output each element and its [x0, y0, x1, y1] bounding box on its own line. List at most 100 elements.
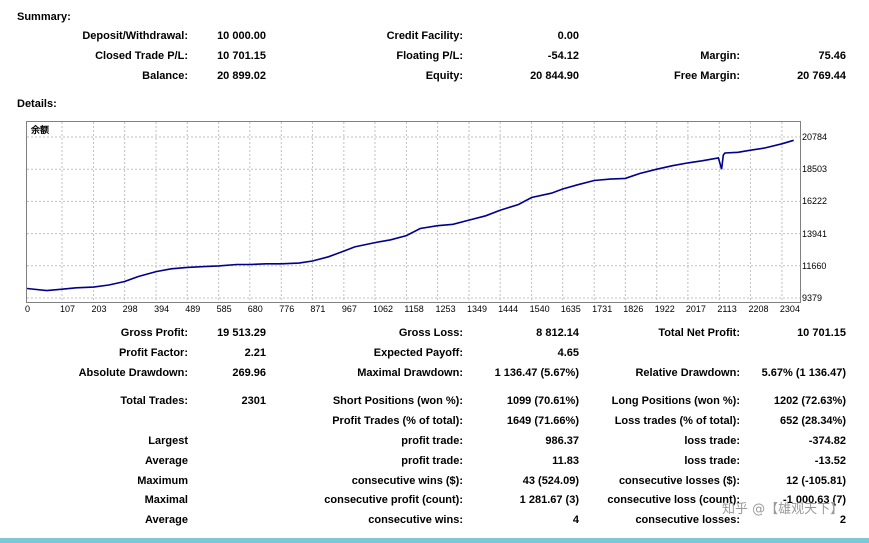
- balance-chart-svg: 余额: [27, 122, 800, 302]
- profit-factor-label: Profit Factor:: [118, 347, 188, 359]
- y-tick-label: 20784: [802, 132, 828, 142]
- average-consecutive-losses-label: consecutive losses:: [635, 514, 740, 526]
- average-loss-trade-label: loss trade:: [684, 455, 740, 467]
- max-consecutive-wins-value: 43 (524.09): [522, 475, 579, 487]
- total-net-profit-value: 10 701.15: [797, 327, 846, 339]
- gross-loss-label: Gross Loss:: [398, 327, 463, 339]
- x-tick-label: 1253: [435, 304, 456, 314]
- profit-trades-value: 1649 (71.66%): [506, 415, 579, 427]
- deposit-withdrawal-label: Deposit/Withdrawal:: [82, 30, 188, 42]
- bottom-border: [0, 538, 869, 543]
- maximum-label: Maximum: [137, 475, 188, 487]
- balance-chart: 余额: [26, 121, 801, 303]
- free-margin-label: Free Margin:: [673, 70, 740, 82]
- x-tick-label: 203: [91, 304, 107, 314]
- short-positions-value: 1099 (70.61%): [506, 395, 579, 407]
- average-profit-trade-label: profit trade:: [401, 455, 463, 467]
- average-consecutive-wins-value: 4: [572, 514, 579, 526]
- y-tick-label: 11660: [802, 260, 827, 271]
- maximal-consecutive-profit-value: 1 281.67 (3): [519, 494, 579, 506]
- closed-trade-pl-value: 10 701.15: [217, 50, 266, 62]
- loss-trades-label: Loss trades (% of total):: [614, 415, 740, 427]
- maximal-consecutive-profit-label: consecutive profit (count):: [324, 494, 463, 506]
- long-positions-label: Long Positions (won %):: [611, 395, 740, 407]
- average-loss-trade-value: -13.52: [814, 455, 846, 467]
- profit-factor-value: 2.21: [244, 347, 266, 359]
- average-consecutive-label: Average: [144, 514, 188, 526]
- max-consecutive-losses-label: consecutive losses ($):: [618, 475, 740, 487]
- credit-facility-label: Credit Facility:: [386, 30, 463, 42]
- floating-pl-value: -54.12: [547, 50, 579, 62]
- x-tick-label: 1826: [623, 304, 644, 314]
- x-tick-label: 298: [122, 304, 138, 314]
- x-tick-label: 2304: [779, 304, 800, 314]
- y-tick-label: 16222: [802, 196, 828, 207]
- largest-label: Largest: [148, 435, 188, 447]
- relative-drawdown-label: Relative Drawdown:: [635, 367, 740, 379]
- x-tick-label: 2113: [717, 304, 737, 314]
- x-tick-label: 585: [216, 304, 232, 314]
- maximal-consecutive-loss-value: -1 000.63 (7): [783, 494, 846, 506]
- maximal-consecutive-loss-label: consecutive loss (count):: [607, 494, 740, 506]
- x-tick-label: 1349: [467, 304, 488, 314]
- y-tick-label: 18503: [802, 164, 828, 175]
- x-tick-label: 107: [60, 304, 76, 314]
- short-positions-label: Short Positions (won %):: [332, 395, 463, 407]
- x-tick-label: 1540: [529, 304, 550, 314]
- deposit-withdrawal-value: 10 000.00: [217, 30, 266, 42]
- max-consecutive-wins-label: consecutive wins ($):: [351, 475, 463, 487]
- y-tick-label: 13941: [802, 228, 828, 239]
- gross-profit-label: Gross Profit:: [120, 327, 188, 339]
- largest-profit-trade-label: profit trade:: [401, 435, 463, 447]
- x-tick-label: 680: [247, 304, 263, 314]
- expected-payoff-value: 4.65: [557, 347, 579, 359]
- x-tick-label: 394: [154, 304, 170, 314]
- x-tick-label: 871: [310, 304, 326, 314]
- balance-series-line: [27, 139, 794, 292]
- expected-payoff-label: Expected Payoff:: [373, 347, 463, 359]
- absolute-drawdown-label: Absolute Drawdown:: [78, 367, 188, 379]
- margin-value: 75.46: [818, 50, 846, 62]
- x-tick-label: 2208: [748, 304, 769, 314]
- y-tick-label: 9379: [802, 293, 823, 303]
- x-tick-label: 1635: [560, 304, 581, 314]
- gross-profit-value: 19 513.29: [217, 327, 266, 339]
- average-label: Average: [144, 455, 188, 467]
- largest-loss-trade-label: loss trade:: [684, 435, 740, 447]
- summary-heading: Summary:: [17, 11, 71, 23]
- x-tick-label: 1444: [498, 304, 519, 314]
- x-tick-label: 1062: [372, 304, 393, 314]
- largest-loss-trade-value: -374.82: [808, 435, 846, 447]
- average-consecutive-losses-value: 2: [839, 514, 846, 526]
- x-tick-label: 489: [185, 304, 201, 314]
- equity-label: Equity:: [425, 70, 463, 82]
- maximal-drawdown-label: Maximal Drawdown:: [357, 367, 463, 379]
- total-trades-label: Total Trades:: [120, 395, 188, 407]
- x-tick-label: 2017: [685, 304, 706, 314]
- free-margin-value: 20 769.44: [797, 70, 846, 82]
- margin-label: Margin:: [700, 50, 740, 62]
- floating-pl-label: Floating P/L:: [396, 50, 463, 62]
- details-heading: Details:: [17, 98, 57, 110]
- largest-profit-trade-value: 986.37: [545, 435, 579, 447]
- gross-loss-value: 8 812.14: [536, 327, 579, 339]
- absolute-drawdown-value: 269.96: [232, 367, 266, 379]
- maximal-drawdown-value: 1 136.47 (5.67%): [494, 367, 579, 379]
- watermark: 知乎 @【雄观天下】: [722, 502, 844, 517]
- x-tick-label: 0: [25, 304, 31, 314]
- x-tick-label: 776: [279, 304, 295, 314]
- balance-label: Balance:: [142, 70, 188, 82]
- chart-title: 余额: [30, 124, 49, 136]
- total-trades-value: 2301: [241, 395, 266, 407]
- x-tick-label: 1922: [654, 304, 675, 314]
- x-tick-label: 1158: [404, 304, 424, 314]
- average-profit-trade-value: 11.83: [552, 455, 579, 467]
- relative-drawdown-value: 5.67% (1 136.47): [761, 367, 846, 379]
- closed-trade-pl-label: Closed Trade P/L:: [95, 50, 188, 62]
- credit-facility-value: 0.00: [557, 30, 579, 42]
- maximal-label: Maximal: [144, 494, 188, 506]
- max-consecutive-losses-value: 12 (-105.81): [786, 475, 846, 487]
- total-net-profit-label: Total Net Profit:: [658, 327, 740, 339]
- long-positions-value: 1202 (72.63%): [773, 395, 846, 407]
- equity-value: 20 844.90: [530, 70, 579, 82]
